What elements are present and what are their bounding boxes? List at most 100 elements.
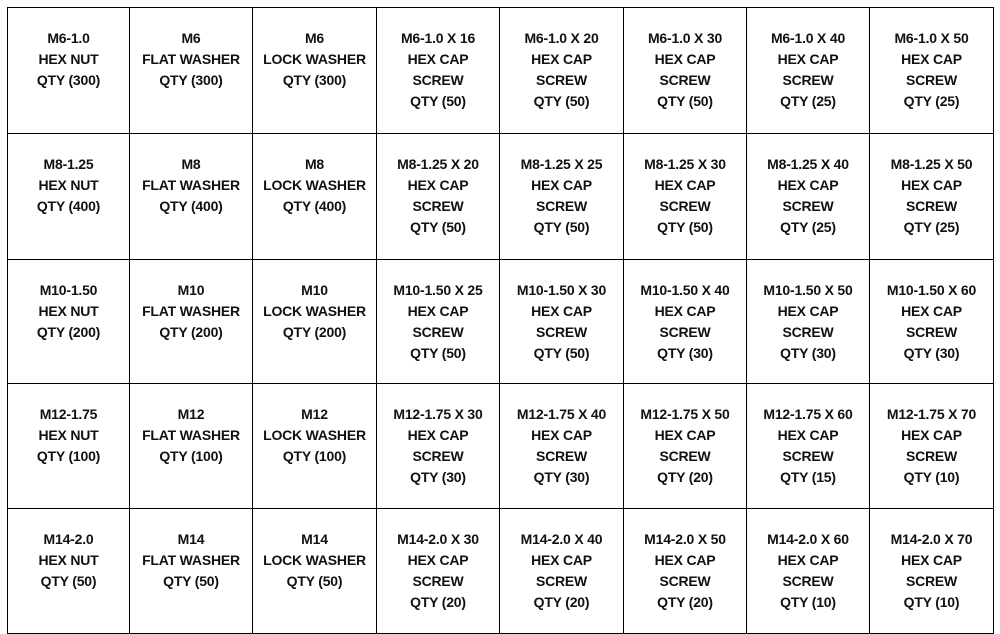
hardware-cell: M14-2.0 HEX NUT QTY (50) <box>7 508 130 634</box>
cell-line: QTY (200) <box>159 324 223 340</box>
cell-line: HEX CAP <box>777 303 839 319</box>
cell-line: M14-2.0 <box>43 531 94 547</box>
cell-line: QTY (100) <box>159 448 223 464</box>
hardware-cell: M10-1.50 X 60 HEX CAP SCREW QTY (30) <box>869 259 994 384</box>
cell-line: M14-2.0 X 70 <box>890 531 973 547</box>
cell-line: SCREW <box>412 573 464 589</box>
cell-line: HEX CAP <box>654 427 716 443</box>
cell-line: QTY (50) <box>533 93 590 109</box>
cell-line: HEX NUT <box>38 303 99 319</box>
cell-line: QTY (15) <box>780 469 836 485</box>
hardware-cell: M12-1.75 X 50 HEX CAP SCREW QTY (20) <box>623 383 747 509</box>
cell-line: QTY (30) <box>533 469 590 485</box>
cell-line: M14-2.0 X 60 <box>767 531 849 547</box>
hardware-cell: M12-1.75 X 70 HEX CAP SCREW QTY (10) <box>869 383 994 509</box>
cell-line: SCREW <box>659 448 711 464</box>
cell-line: QTY (20) <box>657 469 713 485</box>
cell-line: QTY (30) <box>903 345 960 361</box>
hardware-cell: M14 LOCK WASHER QTY (50) <box>252 508 377 634</box>
cell-line: SCREW <box>412 324 464 340</box>
cell-line: HEX CAP <box>531 51 592 67</box>
cell-line: SCREW <box>905 573 958 589</box>
cell-line: HEX CAP <box>654 51 716 67</box>
cell-line: M6-1.0 X 30 <box>647 30 723 46</box>
hardware-cell: M10 FLAT WASHER QTY (200) <box>129 259 253 384</box>
cell-line: SCREW <box>412 448 464 464</box>
hardware-cell: M6 LOCK WASHER QTY (300) <box>252 7 377 134</box>
cell-line: M8-1.25 X 50 <box>890 156 973 172</box>
cell-line: HEX CAP <box>531 303 592 319</box>
cell-line: SCREW <box>905 324 958 340</box>
hardware-cell: M8-1.25 HEX NUT QTY (400) <box>7 133 130 260</box>
cell-line: FLAT WASHER <box>142 303 240 319</box>
cell-line: QTY (50) <box>410 93 466 109</box>
hardware-cell: M6-1.0 X 16 HEX CAP SCREW QTY (50) <box>376 7 500 134</box>
cell-line: QTY (10) <box>903 469 960 485</box>
cell-line: HEX CAP <box>901 51 962 67</box>
hardware-cell: M12 FLAT WASHER QTY (100) <box>129 383 253 509</box>
hardware-cell: M6-1.0 X 50 HEX CAP SCREW QTY (25) <box>869 7 994 134</box>
cell-line: M10-1.50 X 25 <box>393 282 483 298</box>
cell-line: HEX CAP <box>901 303 962 319</box>
cell-line: SCREW <box>782 573 834 589</box>
cell-line: HEX CAP <box>407 177 469 193</box>
cell-line: M10 <box>177 282 205 298</box>
cell-line: LOCK WASHER <box>263 427 366 443</box>
cell-line: HEX CAP <box>407 51 469 67</box>
cell-line: QTY (10) <box>780 594 836 610</box>
cell-line: QTY (400) <box>282 198 347 214</box>
hardware-cell: M12-1.75 X 40 HEX CAP SCREW QTY (30) <box>499 383 624 509</box>
hardware-cell: M14-2.0 X 70 HEX CAP SCREW QTY (10) <box>869 508 994 634</box>
cell-line: QTY (50) <box>533 345 590 361</box>
cell-line: M14-2.0 X 40 <box>520 531 603 547</box>
hardware-cell: M6 FLAT WASHER QTY (300) <box>129 7 253 134</box>
cell-line: QTY (25) <box>903 219 960 235</box>
hardware-cell: M14-2.0 X 30 HEX CAP SCREW QTY (20) <box>376 508 500 634</box>
cell-line: M12-1.75 X 30 <box>393 406 483 422</box>
cell-line: QTY (20) <box>533 594 590 610</box>
cell-line: LOCK WASHER <box>263 552 366 568</box>
cell-line: HEX CAP <box>777 51 839 67</box>
cell-line: QTY (300) <box>36 72 101 88</box>
cell-line: M14 <box>177 531 205 547</box>
cell-line: M6-1.0 X 40 <box>770 30 846 46</box>
cell-line: M8-1.25 X 25 <box>520 156 603 172</box>
table-row: M12-1.75 HEX NUT QTY (100) M12 FLAT WASHER QT… <box>7 383 994 509</box>
hardware-cell: M6-1.0 X 30 HEX CAP SCREW QTY (50) <box>623 7 747 134</box>
cell-line: M6-1.0 X 50 <box>894 30 969 46</box>
cell-line: M8-1.25 X 20 <box>397 156 479 172</box>
cell-line: QTY (25) <box>780 93 836 109</box>
hardware-cell: M14-2.0 X 60 HEX CAP SCREW QTY (10) <box>746 508 870 634</box>
cell-line: M8 <box>304 156 325 172</box>
cell-line: M10 <box>301 282 328 298</box>
cell-line: HEX CAP <box>901 177 962 193</box>
hardware-cell: M12-1.75 X 30 HEX CAP SCREW QTY (30) <box>376 383 500 509</box>
cell-line: M10-1.50 X 50 <box>763 282 853 298</box>
cell-line: QTY (300) <box>282 72 347 88</box>
cell-line: M6 <box>181 30 201 46</box>
cell-line: HEX CAP <box>654 303 716 319</box>
cell-line: QTY (30) <box>657 345 713 361</box>
cell-line: QTY (50) <box>533 219 590 235</box>
cell-line: M14-2.0 X 30 <box>397 531 479 547</box>
hardware-label-grid: M6-1.0 HEX NUT QTY (300) M6 FLAT WASHER QTY (… <box>7 7 994 634</box>
cell-line: M8-1.25 X 40 <box>767 156 849 172</box>
hardware-cell: M8 LOCK WASHER QTY (400) <box>252 133 377 260</box>
cell-line: SCREW <box>535 324 588 340</box>
cell-line: SCREW <box>535 72 588 88</box>
cell-line: FLAT WASHER <box>142 51 240 67</box>
cell-line: HEX CAP <box>901 552 962 568</box>
hardware-cell: M10-1.50 X 25 HEX CAP SCREW QTY (50) <box>376 259 500 384</box>
hardware-cell: M12 LOCK WASHER QTY (100) <box>252 383 377 509</box>
hardware-cell: M8-1.25 X 50 HEX CAP SCREW QTY (25) <box>869 133 994 260</box>
hardware-cell: M10 LOCK WASHER QTY (200) <box>252 259 377 384</box>
cell-line: QTY (25) <box>903 93 960 109</box>
cell-line: FLAT WASHER <box>142 427 240 443</box>
cell-line: M10-1.50 X 30 <box>516 282 607 298</box>
cell-line: M14 <box>301 531 328 547</box>
cell-line: QTY (100) <box>36 448 101 464</box>
table-row: M10-1.50 HEX NUT QTY (200) M10 FLAT WASHER QT… <box>7 259 994 384</box>
hardware-cell: M14-2.0 X 40 HEX CAP SCREW QTY (20) <box>499 508 624 634</box>
cell-line: HEX CAP <box>531 552 592 568</box>
hardware-cell: M10-1.50 X 40 HEX CAP SCREW QTY (30) <box>623 259 747 384</box>
